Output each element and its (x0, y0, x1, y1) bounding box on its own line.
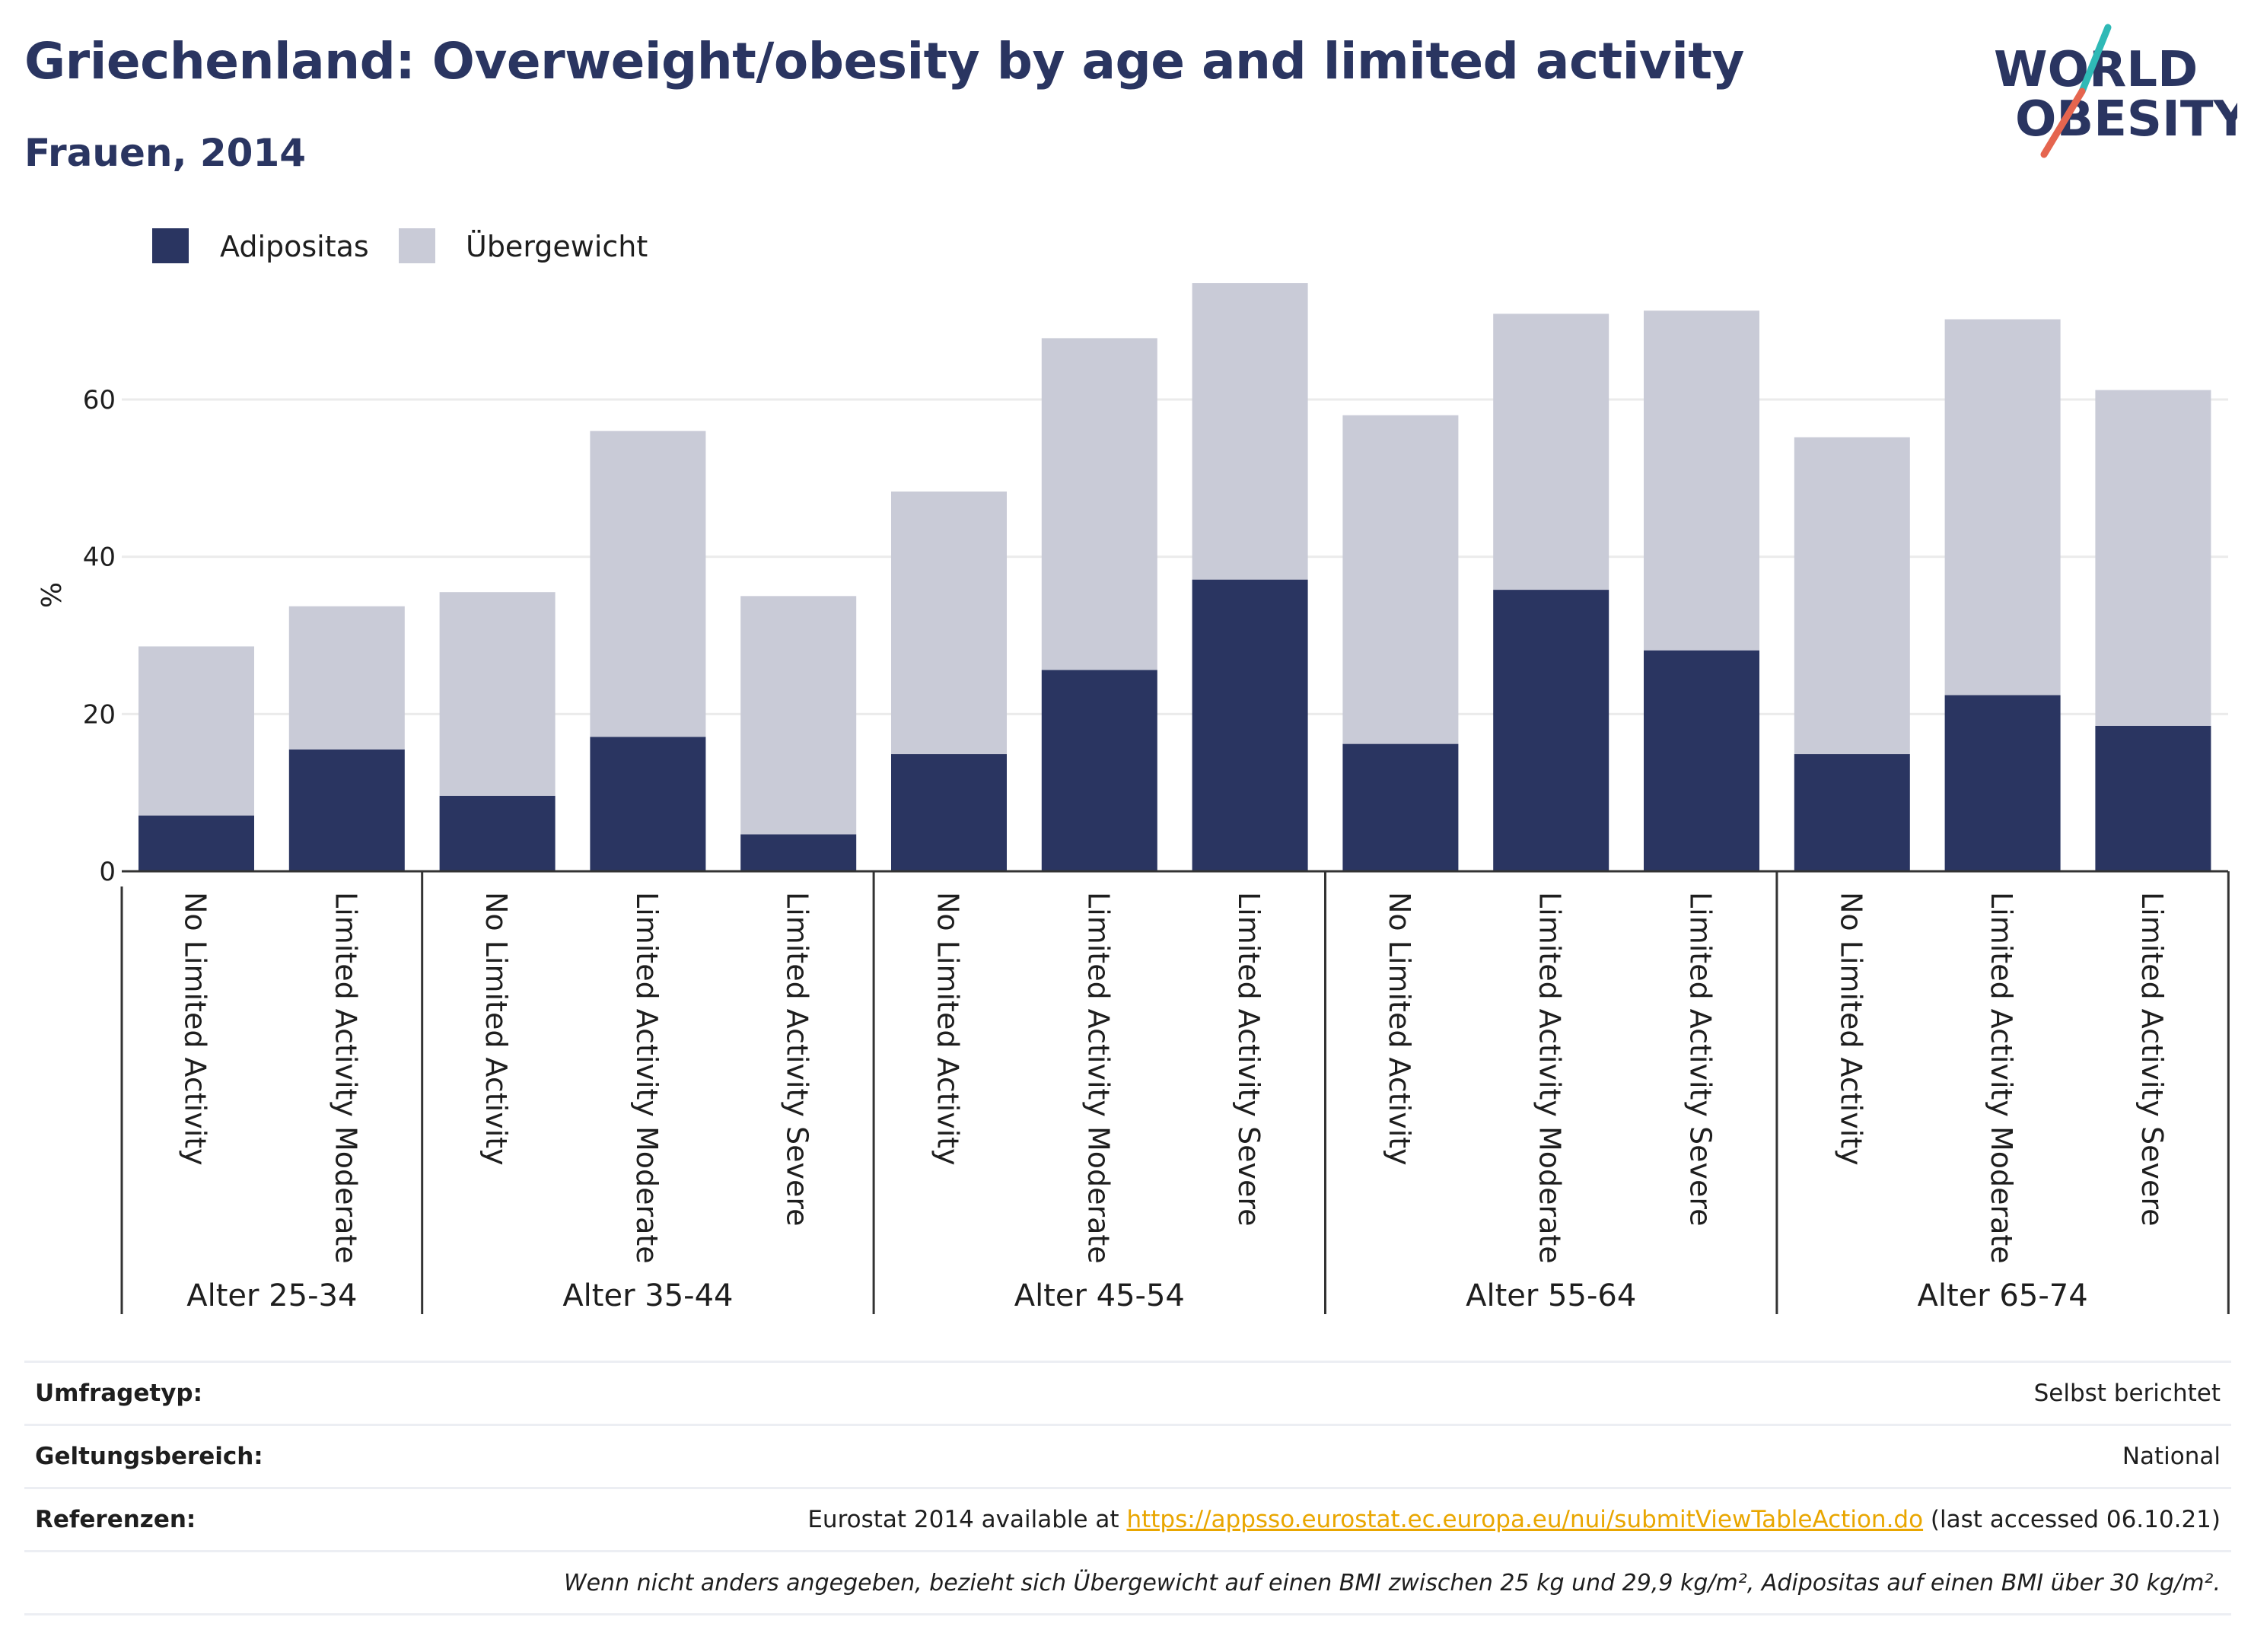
x-category-label: Limited Activity Moderate (630, 892, 664, 1264)
bar-uebergewicht (1644, 310, 1759, 651)
bar-uebergewicht (1794, 437, 1910, 755)
group-label: Alter 55-64 (1466, 1278, 1636, 1313)
x-category-label: No Limited Activity (179, 892, 212, 1166)
definition-note: Wenn nicht anders angegeben, bezieht sic… (24, 1550, 2231, 1615)
x-category-label: Limited Activity Severe (2135, 892, 2169, 1227)
bar-adipositas (138, 815, 254, 871)
y-tick-label: 0 (99, 857, 116, 887)
group-label: Alter 25-34 (186, 1278, 357, 1313)
y-tick-label: 20 (83, 699, 116, 730)
x-category-label: No Limited Activity (1834, 892, 1867, 1166)
bar-uebergewicht (1493, 314, 1609, 590)
info-row-survey-type: Umfragetyp: Selbst berichtet (24, 1361, 2231, 1425)
bar-uebergewicht (2095, 390, 2211, 726)
bar-uebergewicht (138, 646, 254, 816)
x-category-label: Limited Activity Moderate (1081, 892, 1115, 1264)
x-category-label: Limited Activity Severe (1232, 892, 1266, 1227)
bar-adipositas (740, 834, 857, 871)
info-row-references: Referenzen: Eurostat 2014 available at h… (24, 1487, 2231, 1552)
bar-adipositas (1493, 590, 1609, 871)
x-category-label: Limited Activity Moderate (1985, 892, 2018, 1264)
bar-uebergewicht (439, 592, 556, 796)
bar-uebergewicht (1342, 415, 1459, 744)
world-obesity-logo: WORLD OBESITY (1994, 24, 2237, 158)
bar-uebergewicht (1192, 283, 1308, 580)
bar-adipositas (1192, 579, 1308, 871)
bar-uebergewicht (590, 431, 706, 737)
bar-adipositas (1644, 650, 1759, 871)
legend-swatch-adipositas (152, 228, 189, 263)
y-tick-label: 60 (83, 385, 116, 415)
bar-uebergewicht (891, 491, 1007, 755)
references-prefix: Eurostat 2014 available at (807, 1506, 1127, 1533)
y-tick-label: 40 (83, 543, 116, 573)
page-subtitle: Frauen, 2014 (24, 131, 307, 175)
bar-adipositas (439, 795, 556, 871)
references-suffix: (last accessed 06.10.21) (1923, 1506, 2221, 1533)
scope-label: Geltungsbereich: (24, 1424, 352, 1488)
group-label: Alter 65-74 (1918, 1278, 2088, 1313)
bar-adipositas (1944, 695, 2061, 871)
logo-slash-coral (2040, 88, 2086, 158)
x-category-label: Limited Activity Severe (781, 892, 814, 1227)
group-label: Alter 45-54 (1014, 1278, 1185, 1313)
page-title: Griechenland: Overweight/obesity by age … (24, 32, 1744, 91)
references-value: Eurostat 2014 available at https://appss… (351, 1487, 2231, 1552)
x-category-label: Limited Activity Moderate (329, 892, 362, 1264)
legend-label-adipositas: Adipositas (220, 230, 369, 263)
references-link[interactable]: https://appsso.eurostat.ec.europa.eu/nui… (1126, 1506, 1924, 1533)
bar-adipositas (1342, 743, 1459, 871)
bar-adipositas (2095, 725, 2211, 871)
legend-label-uebergewicht: Übergewicht (466, 230, 648, 263)
logo-slash-teal (2078, 24, 2112, 95)
info-table: Umfragetyp: Selbst berichtet Geltungsber… (24, 1361, 2231, 1615)
info-row-scope: Geltungsbereich: National (24, 1424, 2231, 1488)
x-category-label: Limited Activity Moderate (1533, 892, 1567, 1264)
bar-uebergewicht (288, 606, 405, 750)
legend-swatch-uebergewicht (399, 228, 435, 263)
bar-adipositas (891, 754, 1007, 871)
x-category-label: No Limited Activity (931, 892, 965, 1166)
bar-uebergewicht (1041, 338, 1157, 670)
bar-adipositas (1794, 754, 1910, 871)
bar-adipositas (1041, 670, 1157, 871)
survey-type-label: Umfragetyp: (24, 1361, 352, 1425)
x-category-label: No Limited Activity (1383, 892, 1416, 1166)
bar-adipositas (288, 749, 405, 871)
bar-adipositas (590, 737, 706, 871)
stacked-bar-chart: 0 20 40 60% No Limited Activity Limited Activ… (37, 228, 2230, 1314)
references-label: Referenzen: (24, 1487, 352, 1552)
bar-uebergewicht (1944, 319, 2061, 695)
x-category-label: Limited Activity Severe (1684, 892, 1718, 1227)
bar-uebergewicht (740, 596, 857, 835)
scope-value: National (351, 1424, 2231, 1488)
info-row-note: Wenn nicht anders angegeben, bezieht sic… (24, 1550, 2231, 1615)
group-label: Alter 35-44 (562, 1278, 733, 1313)
y-axis-label: % (37, 582, 68, 608)
x-category-label: No Limited Activity (479, 892, 513, 1166)
survey-type-value: Selbst berichtet (351, 1361, 2231, 1425)
